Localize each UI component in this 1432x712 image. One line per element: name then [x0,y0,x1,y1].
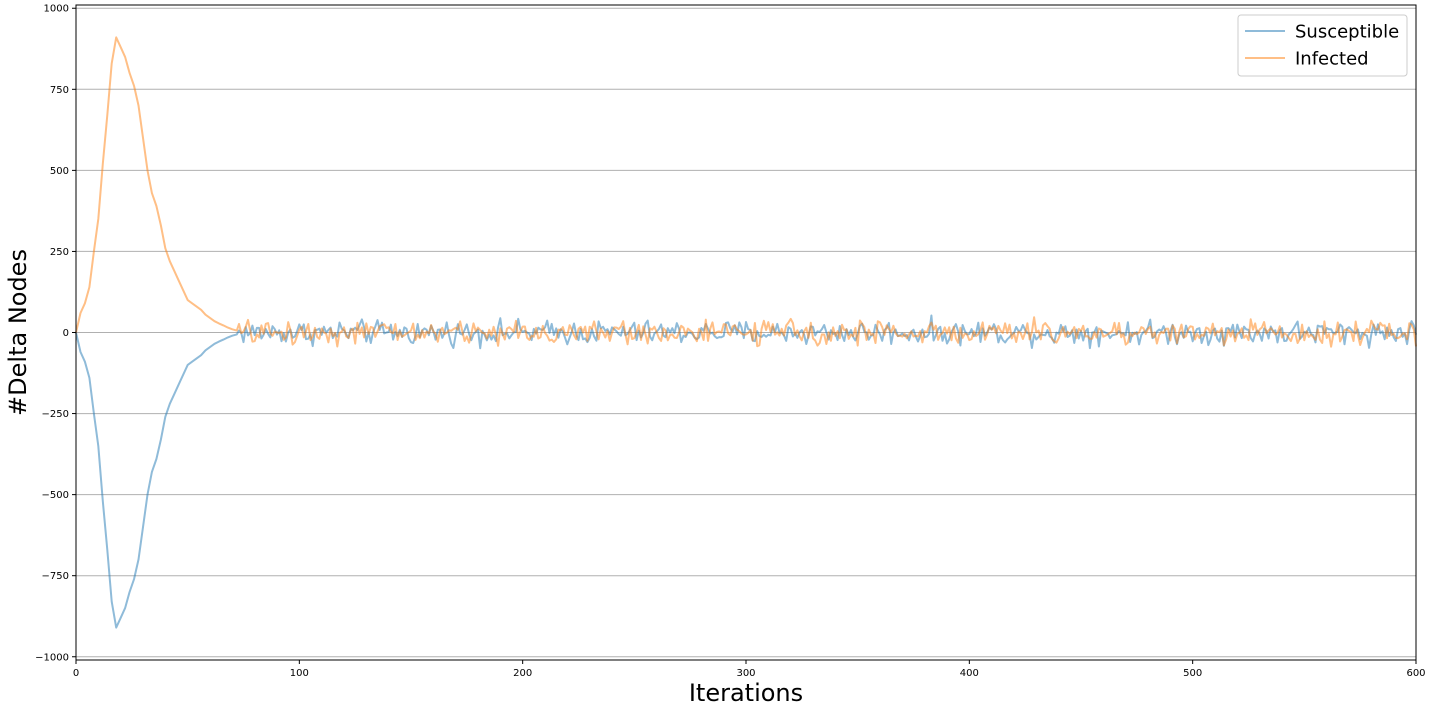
series-line-susceptible [75,314,1417,629]
y-tick-label: −250 [42,409,69,420]
y-axis-label: #Delta Nodes [4,249,32,416]
x-axis-label: Iterations [689,679,803,707]
y-ticks: −1000 −750 −500 −250 0 250 500 750 1000 [35,4,76,663]
y-tick-label: 500 [50,166,69,177]
y-tick-label: 1000 [44,4,69,15]
series-layer [75,36,1417,629]
x-tick-label: 600 [1406,668,1425,679]
x-tick-label: 100 [290,668,309,679]
legend-label: Infected [1295,49,1369,70]
y-tick-label: −500 [42,490,69,501]
x-tick-label: 400 [960,668,979,679]
x-tick-label: 0 [73,668,79,679]
y-tick-label: 750 [50,85,69,96]
y-tick-label: 250 [50,247,69,258]
legend: Susceptible Infected [1237,14,1408,77]
y-tick-label: −1000 [35,652,69,663]
legend-label: Susceptible [1295,22,1399,43]
y-tick-label: 0 [63,328,69,339]
series-line-infected [75,36,1417,348]
y-tick-label: −750 [42,571,69,582]
x-tick-label: 200 [513,668,532,679]
x-tick-label: 500 [1183,668,1202,679]
x-ticks: 0 100 200 300 400 500 600 [73,660,1426,679]
x-tick-label: 300 [736,668,755,679]
